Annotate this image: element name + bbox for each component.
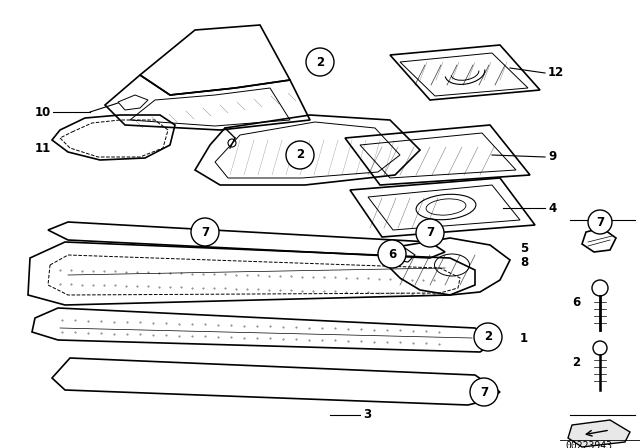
Text: 00223943: 00223943 [565,441,612,448]
Text: 7: 7 [201,225,209,238]
Text: 2: 2 [484,331,492,344]
Circle shape [286,141,314,169]
Circle shape [416,219,444,247]
Text: 1: 1 [520,332,528,345]
Text: 5: 5 [520,241,528,254]
Circle shape [474,323,502,351]
Text: 6: 6 [388,247,396,260]
Text: 10: 10 [35,105,51,119]
Circle shape [378,240,406,268]
Text: 7: 7 [596,215,604,228]
Text: 2: 2 [316,56,324,69]
Text: 3: 3 [363,409,371,422]
Text: 7: 7 [480,385,488,399]
Circle shape [191,218,219,246]
Text: 2: 2 [296,148,304,161]
Text: 9: 9 [548,151,556,164]
Text: 7: 7 [426,227,434,240]
Text: 8: 8 [520,255,528,268]
Circle shape [470,378,498,406]
Text: 11: 11 [35,142,51,155]
Circle shape [306,48,334,76]
Text: 2: 2 [572,356,580,369]
Text: 12: 12 [548,66,564,79]
Text: 6: 6 [572,296,580,309]
Text: 4: 4 [548,202,556,215]
Polygon shape [568,420,630,447]
Circle shape [588,210,612,234]
